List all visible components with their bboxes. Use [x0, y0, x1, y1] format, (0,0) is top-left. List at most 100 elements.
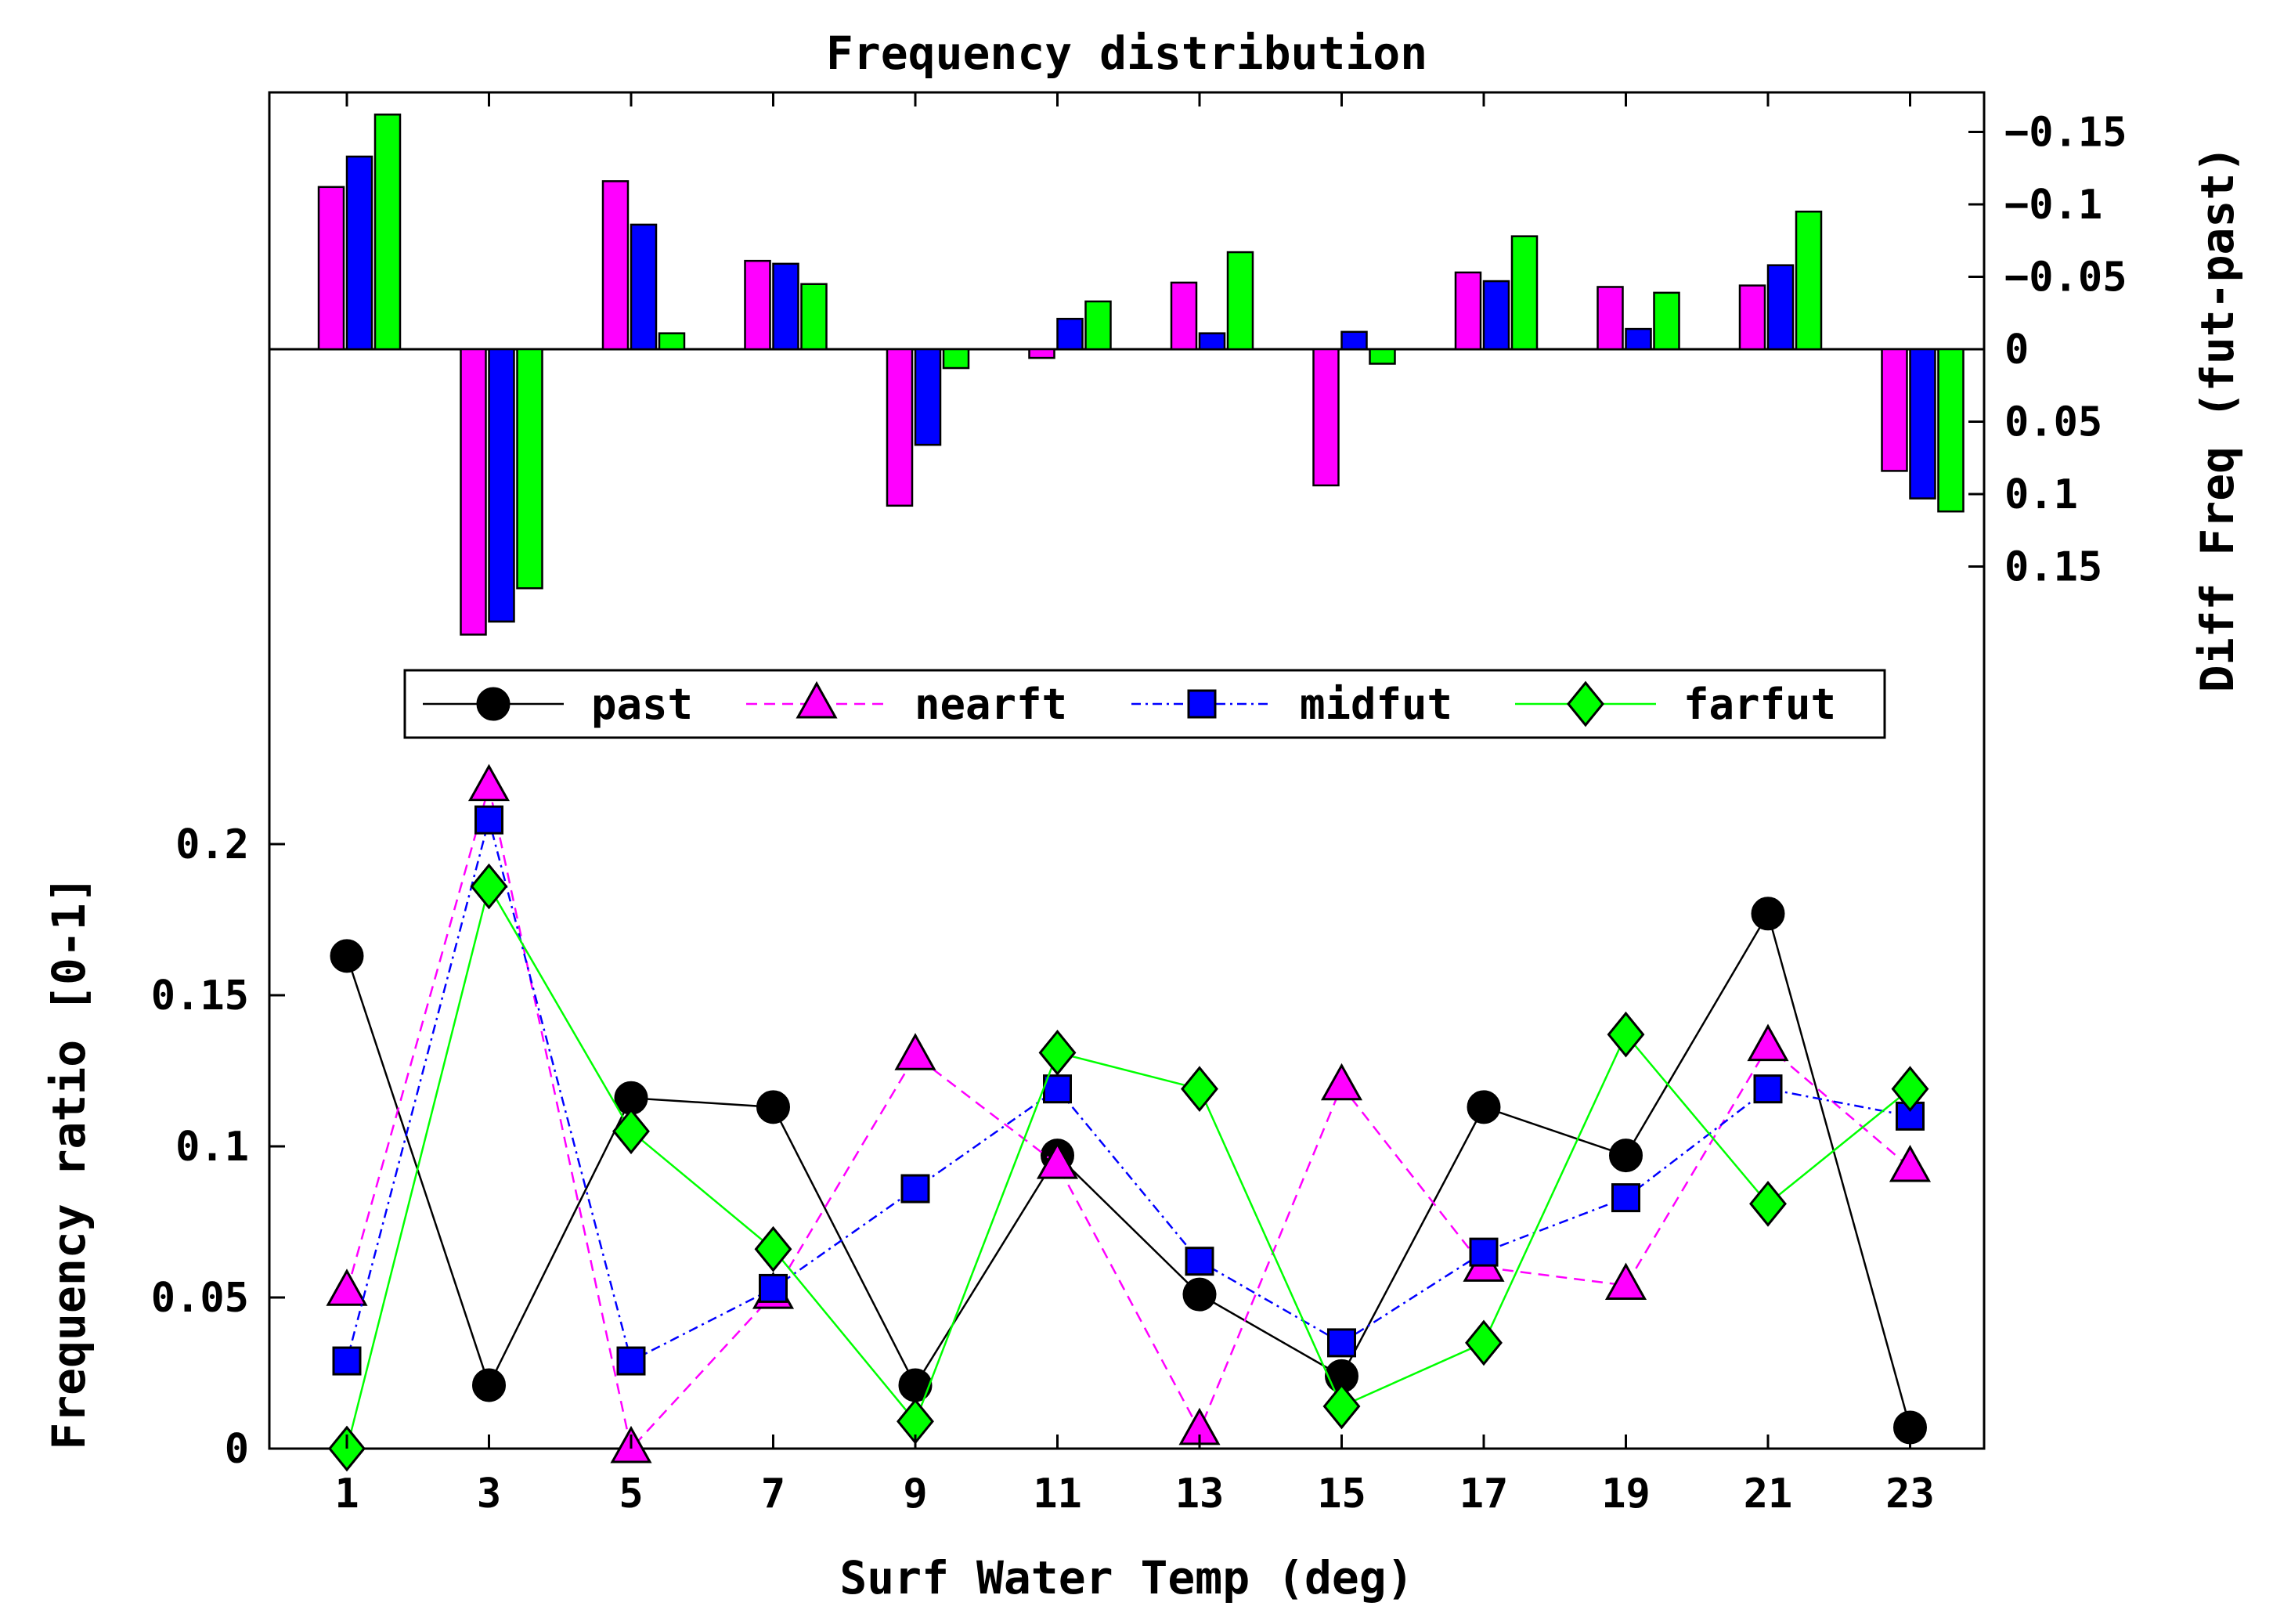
y-tick-label-left: 0.2 — [175, 821, 249, 868]
marker-circle — [476, 687, 511, 721]
marker-triangle — [796, 680, 838, 719]
marker-diamond — [1465, 1319, 1503, 1366]
marker-triangle — [1889, 1144, 1932, 1182]
x-tick-label: 9 — [903, 1471, 927, 1518]
tick-group: 1 3 5 7 9 11 13 15 17 19 21 2300.050.10.150.2−0.15−… — [151, 92, 2127, 1518]
bar — [1226, 251, 1254, 351]
x-tick-label: 3 — [477, 1471, 501, 1518]
marker-square — [900, 1174, 930, 1204]
bar — [1340, 330, 1368, 351]
plot-frame — [268, 91, 1986, 1450]
bar — [488, 348, 515, 623]
bar-series-farfut-past — [373, 114, 1965, 590]
marker-square — [474, 805, 503, 835]
y-tick-label-right: 0.1 — [2004, 471, 2078, 518]
y-tick-label-left: 0.1 — [175, 1124, 249, 1171]
bar — [630, 223, 658, 351]
bar — [460, 348, 487, 636]
bar — [1198, 332, 1226, 351]
marker-diamond — [1749, 1180, 1787, 1227]
bar — [317, 186, 345, 351]
marker-square — [616, 1346, 646, 1376]
y-axis-title-left: Frequency ratio [0-1] — [42, 875, 96, 1449]
line-series-group — [326, 763, 1932, 1472]
bar — [942, 348, 970, 370]
bar — [658, 332, 686, 351]
bar — [1881, 348, 1908, 472]
bar — [1084, 300, 1112, 351]
legend-label: midfut — [1300, 680, 1452, 729]
bar — [1482, 280, 1510, 351]
x-tick-label: 19 — [1601, 1471, 1651, 1518]
marker-diamond — [754, 1225, 792, 1272]
bar — [373, 114, 402, 351]
bar — [1510, 235, 1539, 351]
marker-diamond — [1038, 1029, 1077, 1076]
bar — [1738, 284, 1766, 351]
marker-square — [1469, 1237, 1499, 1267]
marker-circle — [1751, 897, 1785, 931]
y-tick-label-right: 0.05 — [2004, 399, 2102, 446]
marker-triangle — [1320, 1063, 1363, 1101]
marker-triangle — [1036, 1142, 1079, 1179]
series-line — [345, 816, 1910, 1362]
bar — [1766, 264, 1795, 351]
bar — [516, 348, 543, 590]
marker-circle — [1467, 1090, 1501, 1124]
line-series-past — [330, 897, 1927, 1445]
marker-square — [1611, 1183, 1640, 1213]
bar-series-midfut-past — [345, 155, 1936, 623]
y-tick-label-right: −0.1 — [2004, 182, 2102, 229]
marker-triangle — [1604, 1262, 1647, 1301]
x-tick-label: 17 — [1459, 1471, 1509, 1518]
marker-diamond — [1322, 1383, 1361, 1430]
x-tick-label: 5 — [619, 1471, 643, 1518]
marker-square — [1187, 689, 1217, 719]
chart-title: Frequency distribution — [826, 27, 1427, 80]
legend-label: nearft — [915, 680, 1067, 729]
legend: past nearft midfut farfut — [403, 669, 1886, 739]
marker-square — [1185, 1247, 1214, 1276]
y-tick-label-right: −0.05 — [2004, 254, 2127, 301]
bar — [744, 259, 771, 351]
marker-square — [1327, 1328, 1356, 1358]
marker-triangle — [894, 1033, 936, 1070]
bar — [1369, 348, 1396, 365]
legend-item-midfut: midfut — [1131, 680, 1452, 729]
marker-triangle — [326, 1269, 368, 1306]
x-tick-label: 11 — [1033, 1471, 1082, 1518]
marker-diamond — [1181, 1066, 1218, 1113]
x-tick-label: 1 — [334, 1471, 359, 1518]
marker-circle — [330, 939, 364, 973]
marker-circle — [898, 1368, 933, 1402]
marker-diamond — [1567, 680, 1604, 727]
legend-label: past — [591, 680, 693, 729]
x-tick-label: 21 — [1744, 1471, 1793, 1518]
marker-square — [1043, 1074, 1072, 1104]
bar — [1028, 348, 1055, 359]
bar — [800, 283, 828, 351]
series-line — [345, 883, 1911, 1449]
y-axis-title-right: Diff Freq (fut-past) — [2191, 146, 2244, 692]
series-line — [345, 911, 1911, 1428]
marker-circle — [1182, 1277, 1217, 1312]
bar — [1312, 348, 1340, 487]
y-tick-label-right: 0 — [2004, 327, 2029, 374]
x-axis-title: Surf Water Temp (deg) — [839, 1551, 1413, 1604]
bar — [601, 180, 630, 351]
x-tick-label: 7 — [761, 1471, 785, 1518]
legend-item-farfut: farfut — [1515, 680, 1836, 729]
bar-series-nearft-past — [317, 180, 1908, 636]
legend-item-past: past — [423, 680, 693, 729]
bar — [1625, 327, 1652, 351]
legend-item-nearft: nearft — [746, 680, 1067, 729]
x-tick-label: 23 — [1885, 1471, 1935, 1518]
marker-triangle — [467, 763, 511, 802]
marker-circle — [472, 1368, 506, 1402]
line-series-farfut — [328, 863, 1929, 1472]
bar — [1653, 291, 1680, 351]
marker-square — [332, 1346, 362, 1376]
bar — [1170, 281, 1198, 351]
marker-diamond — [1891, 1066, 1929, 1113]
